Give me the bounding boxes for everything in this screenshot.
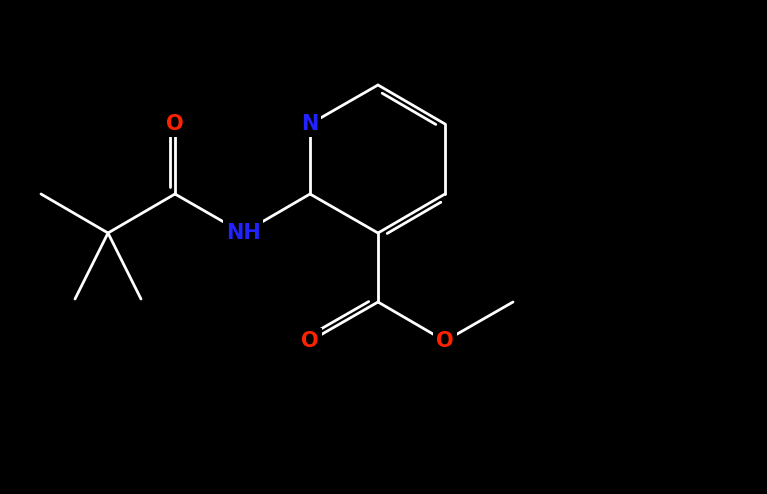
Text: NH: NH [225, 223, 260, 243]
Text: O: O [166, 114, 184, 134]
Text: N: N [301, 114, 318, 134]
Text: O: O [301, 331, 319, 351]
Text: O: O [436, 331, 454, 351]
